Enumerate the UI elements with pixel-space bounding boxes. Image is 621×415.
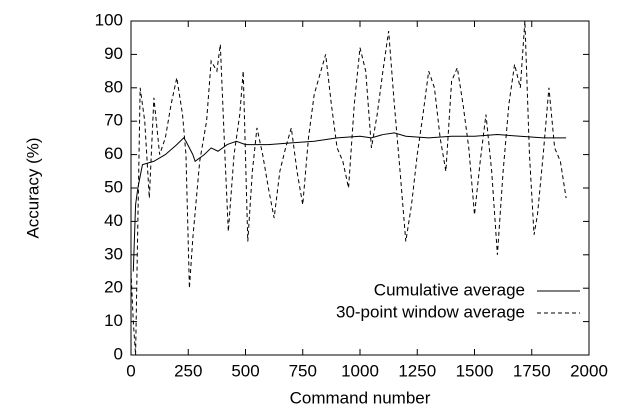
x-tick-label: 0: [126, 361, 135, 380]
x-tick-label: 1250: [398, 361, 436, 380]
legend-label: 30-point window average: [336, 302, 525, 321]
x-axis-label: Command number: [290, 388, 431, 407]
y-tick-label: 20: [104, 278, 123, 297]
series-line: [130, 20, 567, 356]
y-tick-label: 100: [95, 10, 123, 29]
y-tick-label: 80: [104, 77, 123, 96]
legend-label: Cumulative average: [374, 280, 525, 299]
y-tick-label: 0: [114, 344, 123, 363]
x-tick-label: 1750: [513, 361, 551, 380]
y-tick-label: 60: [104, 144, 123, 163]
x-tick-label: 1000: [341, 361, 379, 380]
series-line: [132, 132, 567, 272]
y-axis-label: Accuracy (%): [23, 137, 42, 238]
x-tick-label: 750: [289, 361, 317, 380]
y-tick-label: 50: [104, 177, 123, 196]
y-tick-label: 30: [104, 244, 123, 263]
y-tick-label: 40: [104, 211, 123, 230]
y-tick-label: 70: [104, 111, 123, 130]
y-tick-label: 90: [104, 44, 123, 63]
x-tick-label: 2000: [570, 361, 608, 380]
y-tick-label: 10: [104, 311, 123, 330]
x-tick-label: 250: [174, 361, 202, 380]
x-tick-label: 500: [231, 361, 259, 380]
x-tick-label: 1500: [456, 361, 494, 380]
